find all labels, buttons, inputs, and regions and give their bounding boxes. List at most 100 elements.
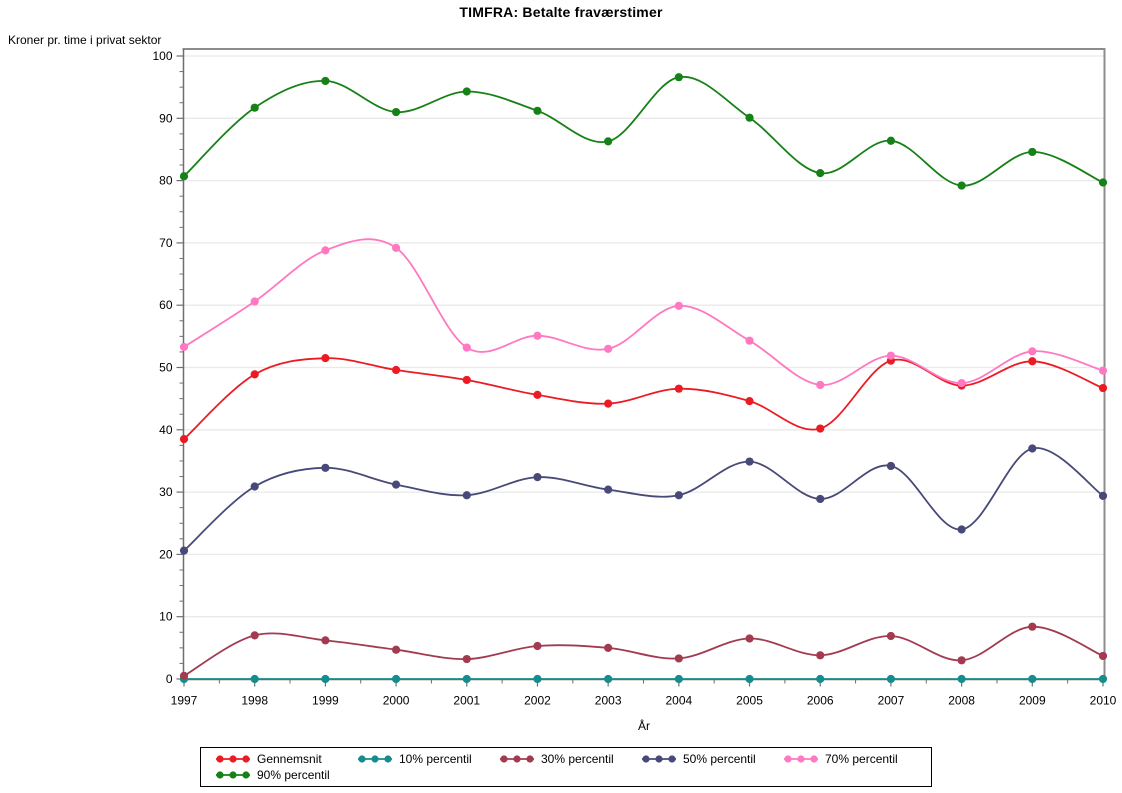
- series-marker-90-percentil-2001: [462, 87, 471, 96]
- series-marker-70-percentil-2007: [886, 351, 896, 360]
- y-tick-label-70: 70: [159, 236, 173, 250]
- series-marker-gennemsnit-2000: [391, 365, 401, 375]
- legend-marker-icon: [216, 771, 250, 779]
- series-marker-30-percentil-2002: [533, 641, 542, 651]
- series-marker-30-percentil-2006: [816, 651, 825, 660]
- series-marker-30-percentil-1998: [250, 631, 259, 640]
- series-marker-50-percentil-2005: [745, 457, 754, 466]
- series-marker-30-percentil-2008: [957, 656, 966, 665]
- legend-label: 70% percentil: [825, 752, 898, 766]
- series-marker-10-percentil-2005: [745, 674, 754, 684]
- y-tick-label-10: 10: [159, 610, 173, 624]
- x-tick-label-2001: 2001: [453, 694, 480, 708]
- series-marker-50-percentil-2010: [1098, 491, 1108, 500]
- series-marker-10-percentil-2009: [1028, 674, 1037, 684]
- series-line-90-percentil: [183, 76, 1104, 187]
- series-marker-90-percentil-2006: [816, 169, 825, 178]
- series-marker-90-percentil-1998: [250, 103, 259, 112]
- series-marker-30-percentil-2009: [1028, 622, 1037, 631]
- y-axis-title: Kroner pr. time i privat sektor: [8, 33, 162, 47]
- series-marker-50-percentil-2008: [957, 525, 966, 534]
- y-tick-label-40: 40: [159, 423, 173, 437]
- x-tick-label-2004: 2004: [665, 694, 692, 708]
- legend-marker-icon: [358, 755, 392, 763]
- y-tick-label-90: 90: [159, 111, 173, 125]
- series-marker-70-percentil-2008: [957, 378, 966, 388]
- y-tick-label-20: 20: [159, 547, 173, 561]
- series-marker-70-percentil-2005: [745, 336, 754, 345]
- legend-label: 30% percentil: [541, 752, 614, 766]
- series-marker-50-percentil-2002: [533, 473, 542, 482]
- series-marker-30-percentil-2001: [462, 654, 471, 664]
- series-marker-30-percentil-2010: [1098, 651, 1108, 661]
- series-marker-gennemsnit-1999: [321, 354, 330, 363]
- series-marker-10-percentil-2010: [1098, 674, 1108, 684]
- series-marker-90-percentil-2004: [674, 73, 683, 82]
- series-marker-gennemsnit-1997: [179, 435, 189, 444]
- series-marker-30-percentil-1999: [321, 636, 330, 645]
- series-marker-gennemsnit-2009: [1028, 357, 1037, 366]
- series-marker-10-percentil-2003: [604, 674, 613, 684]
- chart-title: TIMFRA: Betalte fraværstimer: [459, 4, 663, 20]
- series-marker-90-percentil-1999: [321, 76, 330, 86]
- legend-marker-icon: [216, 755, 250, 763]
- legend-item-gennemsnit: Gennemsnit: [215, 751, 357, 767]
- series-marker-50-percentil-2009: [1028, 444, 1037, 453]
- series-marker-50-percentil-2003: [604, 485, 613, 494]
- series-marker-90-percentil-1997: [179, 172, 189, 181]
- series-marker-gennemsnit-2006: [816, 424, 825, 433]
- x-tick-label-2002: 2002: [524, 694, 551, 708]
- series-marker-gennemsnit-2003: [604, 399, 613, 408]
- y-tick-label-50: 50: [159, 361, 173, 375]
- series-marker-10-percentil-2001: [462, 674, 471, 684]
- series-marker-gennemsnit-1998: [250, 370, 259, 379]
- series-line-gennemsnit: [183, 357, 1104, 440]
- series-marker-gennemsnit-2005: [745, 397, 754, 406]
- x-tick-label-1997: 1997: [171, 694, 198, 708]
- series-marker-70-percentil-1998: [250, 297, 259, 306]
- series-marker-70-percentil-1999: [321, 246, 330, 255]
- series-marker-90-percentil-2003: [604, 137, 613, 146]
- series-line-30-percentil: [183, 625, 1104, 677]
- series-marker-90-percentil-2000: [391, 107, 401, 117]
- x-tick-label-1998: 1998: [241, 694, 268, 708]
- series-marker-90-percentil-2008: [957, 181, 966, 190]
- series-marker-10-percentil-1998: [250, 674, 259, 684]
- series-marker-70-percentil-2000: [391, 243, 401, 252]
- series-marker-gennemsnit-2004: [674, 384, 683, 393]
- series-marker-30-percentil-2003: [604, 643, 613, 652]
- series-marker-10-percentil-2007: [886, 674, 896, 684]
- series-marker-50-percentil-2006: [816, 494, 825, 504]
- legend-item-90-percentil: 90% percentil: [215, 767, 357, 783]
- series-marker-50-percentil-1997: [179, 546, 189, 555]
- series-marker-50-percentil-2000: [391, 480, 401, 489]
- series-marker-90-percentil-2010: [1098, 178, 1108, 187]
- series-line-70-percentil: [183, 238, 1104, 386]
- x-tick-label-2007: 2007: [878, 694, 905, 708]
- series-marker-70-percentil-2009: [1028, 347, 1037, 356]
- legend-marker-icon: [642, 755, 676, 763]
- series-marker-30-percentil-1997: [179, 671, 189, 680]
- legend-item-70-percentil: 70% percentil: [783, 751, 925, 767]
- series-marker-30-percentil-2000: [391, 645, 401, 654]
- x-tick-label-2008: 2008: [948, 694, 975, 708]
- legend-item-10-percentil: 10% percentil: [357, 751, 499, 767]
- series-marker-30-percentil-2007: [886, 631, 896, 641]
- x-tick-label-2005: 2005: [736, 694, 763, 708]
- series-marker-70-percentil-2010: [1098, 366, 1108, 375]
- series-marker-50-percentil-2007: [886, 461, 896, 471]
- y-tick-label-60: 60: [159, 298, 173, 312]
- x-tick-label-2000: 2000: [383, 694, 410, 708]
- x-tick-label-2006: 2006: [807, 694, 834, 708]
- series-line-50-percentil: [183, 447, 1104, 552]
- series-marker-30-percentil-2004: [674, 654, 683, 663]
- series-marker-gennemsnit-2002: [533, 390, 542, 400]
- series-marker-gennemsnit-2010: [1098, 383, 1108, 393]
- y-tick-label-80: 80: [159, 174, 173, 188]
- legend-label: 10% percentil: [399, 752, 472, 766]
- legend: Gennemsnit 10% percentil 30% percentil 50% …: [200, 747, 932, 787]
- series-marker-10-percentil-2000: [391, 674, 401, 684]
- y-tick-label-0: 0: [166, 672, 173, 686]
- legend-item-30-percentil: 30% percentil: [499, 751, 641, 767]
